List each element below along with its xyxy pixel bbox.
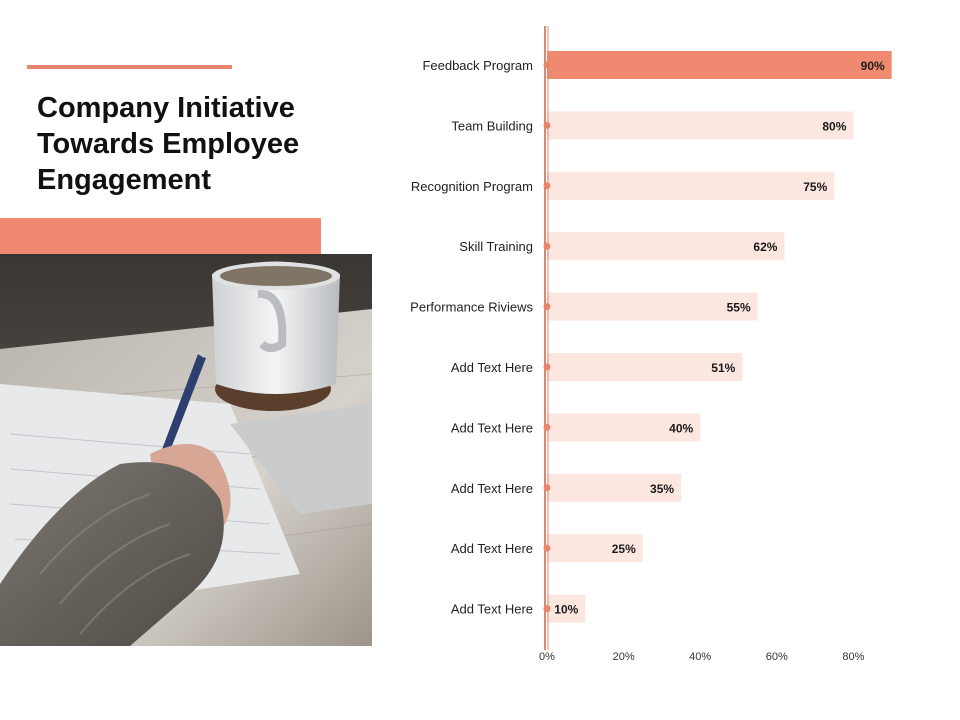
value-label-1: 80% xyxy=(822,119,846,133)
value-label-2: 75% xyxy=(803,180,827,194)
x-tick-label-2: 40% xyxy=(689,651,711,663)
labels-layer: Feedback Program 90% Team Building 80% Recog… xyxy=(410,58,885,617)
bar-1 xyxy=(547,111,854,140)
category-label-4: Performance Riviews xyxy=(410,300,533,315)
x-tick-label-1: 20% xyxy=(613,651,635,663)
bar-marker-5 xyxy=(543,363,551,371)
bar-0 xyxy=(547,51,892,79)
bar-2 xyxy=(547,171,835,200)
bar-marker-3 xyxy=(543,242,551,250)
bar-9 xyxy=(547,594,586,623)
bar-marker-1 xyxy=(543,121,551,129)
value-label-7: 35% xyxy=(650,482,674,496)
bar-marker-7 xyxy=(543,484,551,492)
category-label-6: Add Text Here xyxy=(451,420,533,435)
bar-marker-0 xyxy=(543,61,551,69)
bar-3 xyxy=(547,232,785,261)
category-label-9: Add Text Here xyxy=(451,602,533,617)
bar-4 xyxy=(547,292,758,321)
bar-marker-2 xyxy=(543,182,551,190)
bar-8 xyxy=(547,534,643,563)
ticks-layer: 0% 20% 40% 60% 80% xyxy=(539,651,865,663)
title-line-1: Company Initiative xyxy=(37,92,295,124)
title-line-3: Engagement xyxy=(37,164,212,196)
category-label-5: Add Text Here xyxy=(451,360,533,375)
value-label-5: 51% xyxy=(711,361,735,375)
bar-marker-6 xyxy=(543,423,551,431)
category-label-3: Skill Training xyxy=(459,239,533,254)
bar-5 xyxy=(547,353,743,381)
desk-writing-photo xyxy=(0,254,372,646)
value-label-0: 90% xyxy=(861,59,885,73)
category-label-1: Team Building xyxy=(451,118,533,133)
value-label-8: 25% xyxy=(612,542,636,556)
x-tick-label-4: 80% xyxy=(842,651,864,663)
bar-marker-4 xyxy=(543,303,551,311)
slide-title: Company Initiative Towards Employee Enga… xyxy=(37,90,367,198)
markers-layer xyxy=(543,61,551,613)
value-label-6: 40% xyxy=(669,421,693,435)
bars-layer xyxy=(547,51,892,623)
accent-bar xyxy=(0,218,321,254)
title-line-2: Towards Employee xyxy=(37,128,300,160)
category-label-2: Recognition Program xyxy=(411,179,533,194)
value-label-3: 62% xyxy=(753,240,777,254)
title-accent-rule xyxy=(27,65,232,69)
x-tick-label-3: 60% xyxy=(766,651,788,663)
category-label-0: Feedback Program xyxy=(422,58,533,73)
x-tick-label-0: 0% xyxy=(539,651,555,663)
category-label-8: Add Text Here xyxy=(451,541,533,556)
bar-7 xyxy=(547,473,682,502)
category-label-7: Add Text Here xyxy=(451,481,533,496)
bar-marker-9 xyxy=(543,605,551,613)
bar-6 xyxy=(547,413,701,442)
value-label-4: 55% xyxy=(727,301,751,315)
photo-icon xyxy=(0,254,372,646)
value-label-9: 10% xyxy=(554,603,578,617)
bar-marker-8 xyxy=(543,544,551,552)
